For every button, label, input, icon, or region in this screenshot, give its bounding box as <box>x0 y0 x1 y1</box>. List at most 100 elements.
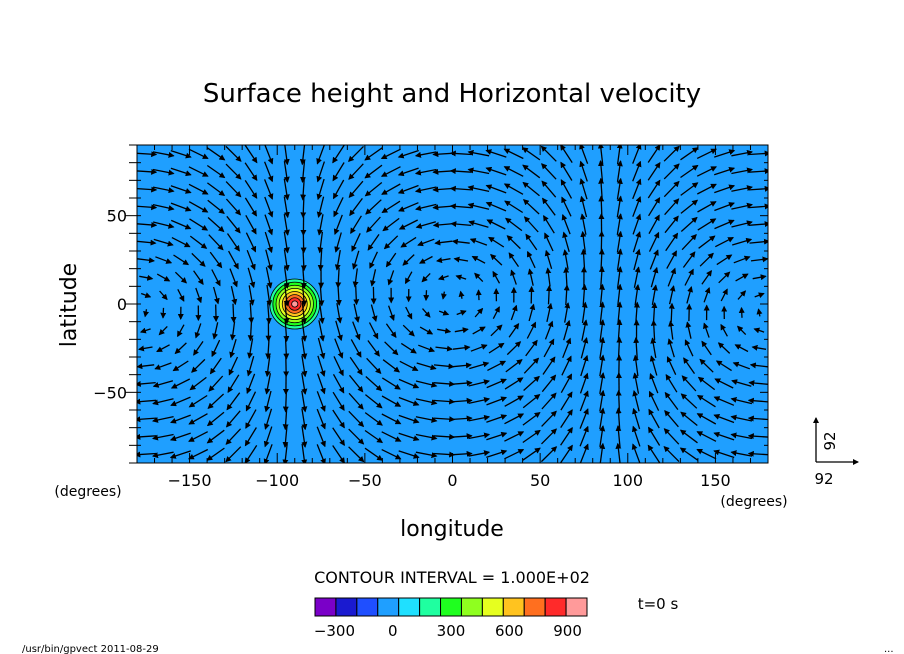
velocity-arrow <box>398 219 418 230</box>
velocity-arrow <box>405 306 413 320</box>
velocity-arrow <box>301 337 308 360</box>
velocity-arrow <box>467 202 490 210</box>
velocity-arrow <box>316 426 326 448</box>
velocity-arrow <box>647 161 661 181</box>
velocity-arrow <box>364 164 383 179</box>
velocity-arrow <box>632 160 642 182</box>
velocity-arrow <box>380 166 401 177</box>
velocity-arrow <box>348 428 365 445</box>
velocity-arrow <box>486 396 508 406</box>
velocity-arrow <box>650 337 657 359</box>
velocity-arrow <box>364 147 383 161</box>
velocity-arrow <box>152 451 174 459</box>
velocity-arrow <box>264 390 272 413</box>
velocity-arrow <box>283 249 290 272</box>
velocity-arrow <box>170 219 192 230</box>
velocity-arrow <box>561 213 571 235</box>
velocity-arrow <box>562 249 569 270</box>
velocity-arrow <box>748 168 768 175</box>
velocity-arrow <box>225 145 242 162</box>
x-axis-unit-label: (degrees) <box>720 494 787 510</box>
velocity-arrow <box>648 197 661 217</box>
velocity-arrow <box>560 426 573 446</box>
x-tick-label: −50 <box>348 471 382 490</box>
velocity-arrow <box>364 394 383 409</box>
velocity-arrow <box>415 380 438 388</box>
velocity-arrow <box>663 428 680 445</box>
velocity-arrow <box>563 284 570 306</box>
velocity-arrow <box>490 324 503 337</box>
velocity-arrow <box>522 429 541 444</box>
velocity-arrow <box>664 215 679 234</box>
colorbar-swatch <box>502 597 525 617</box>
velocity-arrow <box>415 221 436 229</box>
colorbar-swatch <box>481 597 504 617</box>
velocity-arrow <box>244 162 258 182</box>
velocity-arrow <box>265 302 272 325</box>
velocity-arrow <box>469 361 490 370</box>
velocity-arrow <box>579 372 589 394</box>
velocity-arrow <box>679 429 698 444</box>
velocity-arrow <box>332 373 345 394</box>
velocity-arrow <box>541 374 557 393</box>
velocity-arrow <box>579 145 589 164</box>
velocity-arrow <box>188 448 209 460</box>
velocity-arrow <box>207 199 225 215</box>
velocity-arrow <box>300 196 307 219</box>
velocity-arrow <box>283 284 290 307</box>
velocity-arrow <box>225 181 242 198</box>
velocity-arrow <box>560 161 573 181</box>
x-tick-label: 150 <box>700 471 731 490</box>
velocity-arrow <box>245 391 257 412</box>
velocity-arrow <box>416 362 437 371</box>
velocity-arrow <box>381 431 402 442</box>
velocity-arrow <box>649 249 659 270</box>
velocity-arrow <box>748 203 768 210</box>
colorbar-tick-label: 900 <box>553 622 582 640</box>
velocity-arrow <box>701 340 712 356</box>
velocity-arrow <box>542 356 556 375</box>
velocity-arrow <box>137 363 155 370</box>
colorbar-swatch <box>377 597 400 617</box>
corner-mark: ... <box>884 644 894 654</box>
velocity-arrow <box>193 270 204 286</box>
velocity-arrow <box>732 237 753 246</box>
velocity-arrow <box>632 196 642 217</box>
y-axis-ticks: 50 0 −50 <box>93 144 768 464</box>
colorbar-swatch <box>398 597 421 617</box>
velocity-arrow <box>316 444 326 463</box>
velocity-arrow <box>488 342 505 354</box>
velocity-arrow <box>699 358 714 373</box>
velocity-arrow <box>450 221 472 228</box>
velocity-arrow <box>504 395 524 407</box>
velocity-arrow <box>471 255 486 264</box>
program-info: /usr/bin/gpvect 2011-08-29 <box>22 644 159 654</box>
x-axis-label: longitude <box>400 517 504 542</box>
velocity-arrow <box>504 431 525 442</box>
velocity-arrow <box>505 217 523 232</box>
velocity-arrow <box>399 360 419 371</box>
velocity-arrow <box>731 149 753 157</box>
velocity-arrow <box>245 409 257 429</box>
velocity-arrow <box>541 163 557 180</box>
velocity-arrow <box>364 447 384 461</box>
velocity-arrow <box>542 197 556 216</box>
velocity-arrow <box>541 428 558 445</box>
velocity-arrow <box>545 267 552 287</box>
velocity-arrow <box>381 377 401 390</box>
velocity-arrow <box>229 339 237 359</box>
velocity-arrow <box>137 239 157 246</box>
velocity-arrow <box>698 235 716 249</box>
velocity-arrow <box>680 199 699 214</box>
velocity-arrow <box>486 449 508 459</box>
velocity-arrow <box>648 214 660 235</box>
velocity-arrow <box>563 266 570 288</box>
velocity-arrow <box>527 268 534 286</box>
velocity-arrow <box>487 360 507 371</box>
velocity-arrow <box>475 289 482 301</box>
velocity-arrow <box>754 292 765 299</box>
velocity-arrow <box>650 319 657 341</box>
velocity-arrow <box>731 202 753 210</box>
velocity-arrow <box>282 443 289 463</box>
velocity-arrow <box>435 345 453 352</box>
